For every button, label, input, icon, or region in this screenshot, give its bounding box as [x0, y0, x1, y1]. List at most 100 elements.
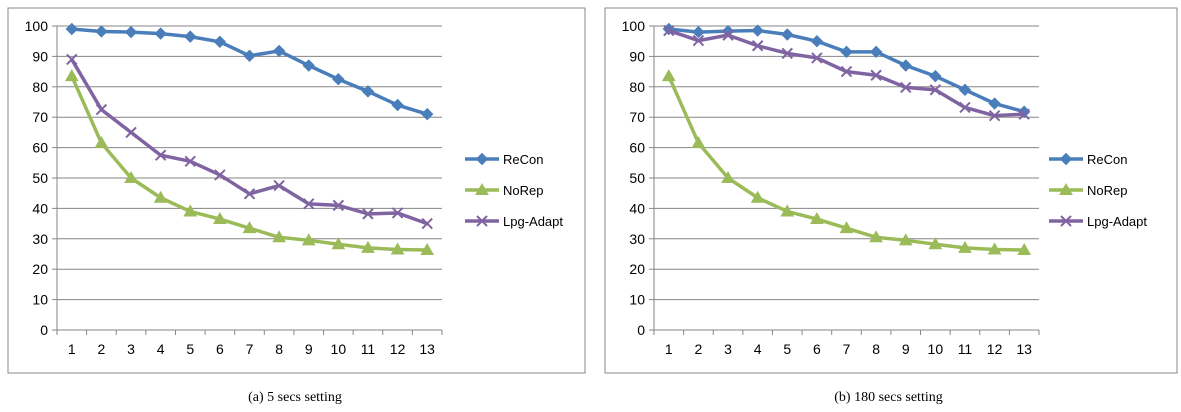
y-tick-label: 70 — [629, 109, 645, 125]
point-recon — [272, 44, 286, 58]
point-lpg-adapt — [303, 198, 315, 210]
x-tick-label: 8 — [872, 341, 880, 357]
point-norep — [153, 190, 168, 203]
point-norep — [780, 204, 795, 217]
y-tick-label: 60 — [32, 140, 48, 156]
x-tick-label: 10 — [331, 341, 347, 357]
y-tick-label: 100 — [622, 18, 646, 34]
point-norep — [810, 212, 824, 225]
point-lpg-adapt — [362, 208, 374, 220]
point-lpg-adapt — [663, 24, 675, 37]
y-tick-label: 30 — [32, 231, 48, 247]
caption-a: (a) 5 secs setting — [248, 390, 342, 405]
point-lpg-adapt — [722, 29, 734, 41]
point-recon — [988, 97, 1001, 110]
x-tick-label: 9 — [305, 341, 313, 357]
point-recon — [899, 59, 912, 72]
y-tick-label: 60 — [629, 140, 645, 156]
point-lpg-adapt — [95, 103, 108, 116]
point-lpg-adapt — [243, 188, 256, 200]
point-norep — [183, 204, 198, 217]
x-tick-label: 11 — [361, 341, 376, 357]
y-tick-label: 10 — [629, 292, 645, 308]
legend-marker-recon — [475, 152, 489, 166]
y-tick-label: 50 — [32, 170, 48, 186]
x-tick-label: 1 — [68, 341, 76, 357]
point-norep — [987, 242, 1002, 255]
y-tick-label: 80 — [32, 79, 48, 95]
legend-label-norep: NoRep — [503, 183, 543, 198]
x-tick-label: 8 — [275, 341, 283, 357]
point-norep — [272, 230, 286, 243]
point-lpg-adapt — [125, 126, 137, 139]
x-tick-label: 12 — [390, 341, 406, 357]
point-recon — [184, 30, 197, 43]
point-norep — [691, 136, 706, 149]
point-lpg-adapt — [214, 169, 226, 181]
point-norep — [721, 170, 735, 183]
point-norep — [390, 242, 405, 255]
y-tick-label: 80 — [629, 79, 645, 95]
y-tick-label: 0 — [637, 322, 645, 338]
point-norep — [301, 233, 316, 246]
point-norep — [331, 237, 346, 250]
point-norep — [213, 212, 227, 225]
point-norep — [1017, 243, 1032, 256]
point-lpg-adapt — [751, 40, 764, 52]
x-tick-label: 7 — [843, 341, 851, 357]
y-tick-label: 20 — [629, 261, 645, 277]
x-tick-label: 6 — [216, 341, 224, 357]
caption-b: (b) 180 secs setting — [834, 390, 943, 405]
x-tick-label: 10 — [928, 341, 944, 357]
point-lpg-adapt — [929, 84, 942, 96]
point-recon — [361, 85, 375, 98]
point-norep — [242, 221, 257, 234]
point-lpg-adapt — [811, 52, 823, 64]
legend-label-lpg-adapt: Lpg-Adapt — [1087, 214, 1147, 229]
point-lpg-adapt — [988, 109, 1001, 122]
point-lpg-adapt — [1018, 108, 1030, 120]
point-norep — [420, 243, 435, 256]
point-lpg-adapt — [184, 155, 196, 167]
point-lpg-adapt — [332, 199, 345, 212]
x-tick-label: 12 — [987, 341, 1003, 357]
point-lpg-adapt — [391, 207, 404, 219]
x-tick-label: 5 — [783, 341, 791, 357]
point-recon — [692, 25, 705, 39]
point-recon — [95, 25, 108, 38]
y-tick-label: 20 — [32, 261, 48, 277]
x-tick-label: 5 — [186, 341, 194, 357]
point-norep — [64, 69, 79, 82]
point-recon — [213, 35, 227, 49]
point-lpg-adapt — [870, 69, 882, 81]
point-norep — [661, 69, 676, 82]
x-tick-label: 11 — [958, 341, 973, 357]
y-tick-label: 40 — [629, 200, 645, 216]
point-lpg-adapt — [781, 47, 793, 60]
point-norep — [361, 240, 375, 253]
point-recon — [869, 45, 883, 59]
point-recon — [958, 83, 972, 97]
legend-marker-norep — [475, 182, 489, 195]
legend-label-lpg-adapt: Lpg-Adapt — [503, 214, 563, 229]
point-recon — [929, 69, 942, 83]
legend-marker-lpg-adapt — [476, 215, 488, 227]
y-tick-label: 50 — [629, 170, 645, 186]
y-tick-label: 90 — [629, 48, 645, 64]
x-tick-label: 4 — [157, 341, 165, 357]
y-tick-label: 30 — [629, 231, 645, 247]
point-recon — [840, 45, 853, 59]
x-tick-label: 1 — [665, 341, 673, 357]
point-lpg-adapt — [154, 149, 167, 161]
point-recon — [751, 24, 764, 37]
point-norep — [958, 240, 972, 253]
point-norep — [869, 230, 883, 243]
point-lpg-adapt — [959, 101, 971, 114]
y-tick-label: 90 — [32, 48, 48, 64]
legend-marker-norep — [1059, 182, 1073, 195]
legend-marker-recon — [1059, 152, 1073, 166]
point-recon — [332, 72, 345, 86]
point-norep — [750, 190, 765, 203]
